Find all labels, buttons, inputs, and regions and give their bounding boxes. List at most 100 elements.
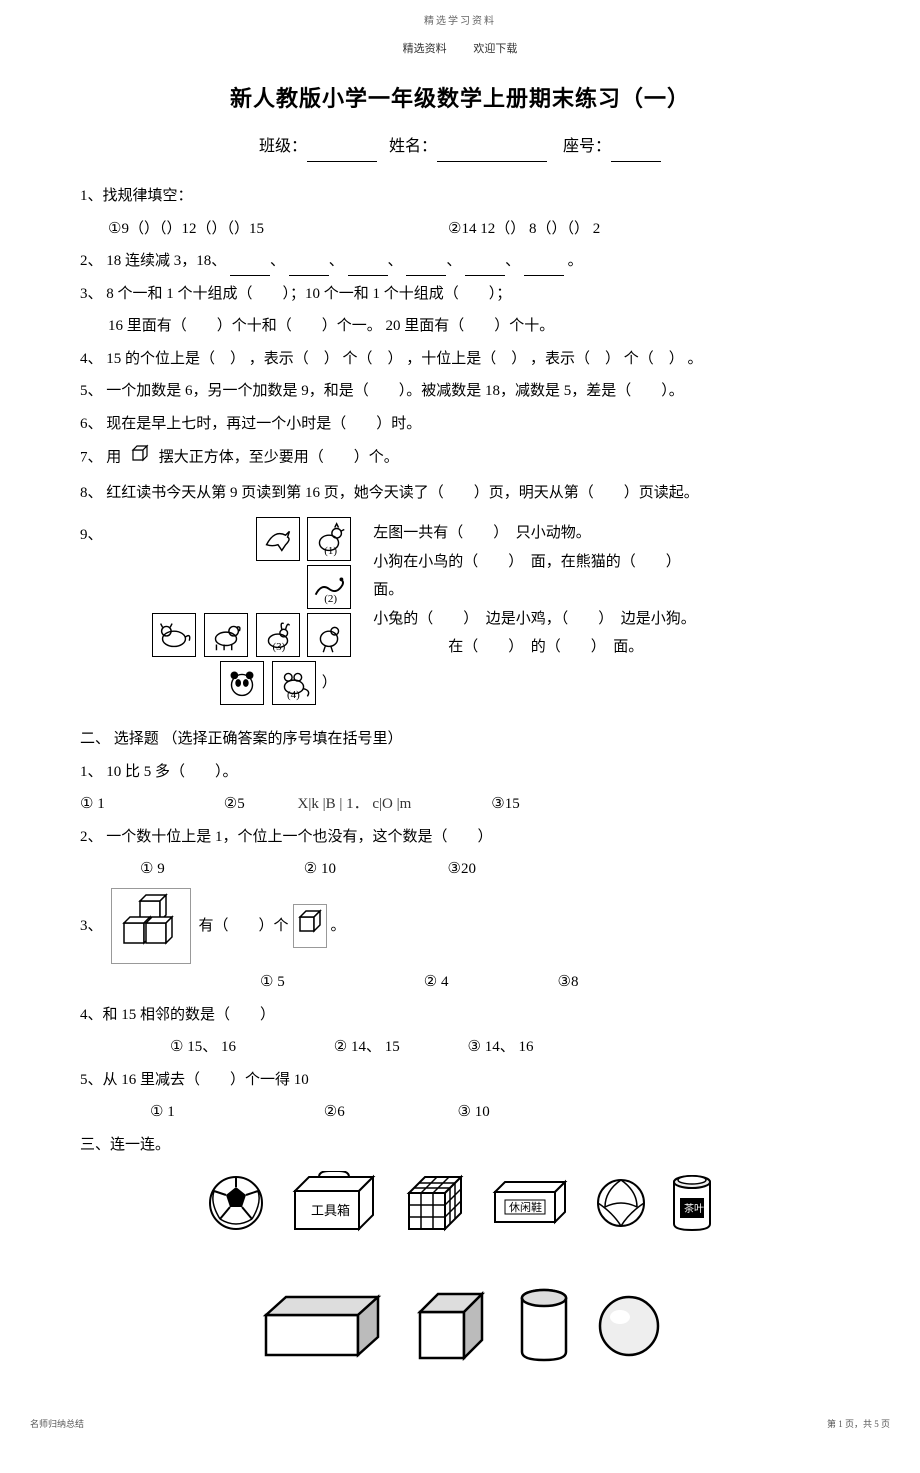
q7: 7、 用 摆大正方体，至少要用（ ）个。	[80, 442, 840, 475]
q9-text-block: 左图一共有（ ） 只小动物。 小狗在小鸟的（ ） 面，在熊猫的（ ） 面。 小兔…	[373, 515, 840, 662]
cube-shape-icon	[412, 1286, 492, 1377]
q2-blank-6	[524, 261, 564, 276]
q9-label: 9、	[80, 515, 120, 550]
animal-cat-icon	[152, 613, 196, 657]
s2-q5-o3: ③ 10	[458, 1104, 490, 1120]
animal-rooster-icon: (1)	[307, 517, 351, 561]
q3b: 16 里面有（ ）个十和（ ）个一。 20 里面有（ ）个十。	[80, 312, 840, 341]
animal-bird-icon	[256, 517, 300, 561]
s2-q4-options: ① 15、 16 ② 14、 15 ③ 14、 16	[80, 1033, 840, 1062]
s2-q4: 4、和 15 相邻的数是（ ）	[80, 1001, 840, 1030]
s2-q1-options: ① 1 ②5 X|k |B | 1． c|O |m ③15	[80, 790, 840, 819]
s2-q5: 5、从 16 里减去（ ）个一得 10	[80, 1066, 840, 1095]
q3: 3、 8 个一和 1 个十组成（ ）；10 个一和 1 个十组成（ ）；	[80, 280, 840, 309]
animal-chick-icon	[307, 613, 351, 657]
animal-dog-icon	[204, 613, 248, 657]
q2: 2、 18 连续减 3，18、 、 、 、 、 、 。	[80, 247, 840, 276]
cubes-stack-icon	[111, 888, 191, 965]
student-info-row: 班级： 姓名： 座号：	[0, 132, 920, 162]
s2-q2-o2: ② 10	[304, 855, 444, 884]
s2-q3: 3、 有（ ）个	[80, 888, 840, 965]
q9-line-c: 小兔的（ ） 边是小鸡，（ ） 边是小狗。	[373, 605, 840, 634]
q7-text-a: 7、 用	[80, 450, 121, 466]
q2-blank-5	[465, 261, 505, 276]
q9-animal-grid: (1) (2) (	[150, 515, 353, 707]
animal-rabbit-icon: (3)	[256, 613, 300, 657]
q2-end: 。	[568, 253, 583, 269]
s2-q1-o3: ③15	[491, 796, 519, 812]
animal-snake-icon: (2)	[307, 565, 351, 609]
page-title: 新人教版小学一年级数学上册期末练习（一）	[0, 78, 920, 120]
animal-panda-icon	[220, 661, 264, 705]
q8: 8、 红红读书今天从第 9 页读到第 16 页，她今天读了（ ）页，明天从第（ …	[80, 479, 840, 508]
s2-q3-o1: ① 5	[260, 968, 420, 997]
sphere-shape-icon	[596, 1293, 662, 1370]
class-blank	[307, 146, 377, 162]
q6: 6、 现在是早上七时，再过一个小时是（ ）时。	[80, 410, 840, 439]
q2-blank-4	[406, 261, 446, 276]
animal-mouse-icon: (4)	[272, 661, 316, 705]
section2-title: 二、 选择题 （选择正确答案的序号填在括号里）	[80, 725, 840, 754]
q2-blank-2	[289, 261, 329, 276]
shoebox-icon: 休闲鞋	[491, 1178, 571, 1239]
s2-q1-watermark: X|k |B | 1． c|O |m	[298, 790, 488, 819]
q2-blank-3	[348, 261, 388, 276]
name-label: 姓名：	[389, 138, 437, 155]
s2-q1: 1、 10 比 5 多（ ）。	[80, 758, 840, 787]
s2-q4-o3: ③ 14、 16	[468, 1039, 534, 1055]
q9-line-b2: 面。	[373, 576, 840, 605]
content-area: 1、找规律填空： ①9（）（）12（）（）15 ②14 12（） 8（）（） 2…	[0, 182, 920, 1376]
page-footer: 名师归纳总结 第 1 页，共 5 页	[0, 1416, 920, 1433]
shapes-bottom-row	[80, 1286, 840, 1377]
page-header-sub: 精选资料 欢迎下载	[0, 39, 920, 60]
shapes-top-row: 工具箱	[80, 1171, 840, 1246]
s2-q4-o2: ② 14、 15	[334, 1033, 464, 1062]
q9-line-d: 在（ ） 的（ ） 面。	[373, 633, 840, 662]
q5: 5、 一个加数是 6，另一个加数是 9，和是（ ）。被减数是 18，减数是 5，…	[80, 377, 840, 406]
s2-q5-o2: ②6	[324, 1098, 454, 1127]
q7-text-b: 摆大正方体，至少要用（ ）个。	[159, 450, 399, 466]
section3-title: 三、连一连。	[80, 1131, 840, 1160]
rubiks-cube-icon	[403, 1171, 467, 1246]
s2-q1-o2: ②5	[224, 790, 294, 819]
header-right: 欢迎下载	[473, 43, 517, 55]
q1-title: 1、找规律填空：	[80, 182, 840, 211]
s2-q2-options: ① 9 ② 10 ③20	[80, 855, 840, 884]
s2-q3-o3: ③8	[558, 974, 579, 990]
q2-text: 2、 18 连续减 3，18、	[80, 253, 226, 269]
toolbox-label: 工具箱	[311, 1203, 350, 1218]
footer-right: 第 1 页，共 5 页	[827, 1416, 890, 1433]
s2-q3-text2: 。	[331, 912, 346, 941]
cylinder-shape-icon	[516, 1286, 572, 1377]
q1-option-b: ②14 12（） 8（）（） 2	[448, 215, 600, 244]
s2-q5-o1: ① 1	[150, 1098, 320, 1127]
s2-q2-o3: ③20	[448, 861, 476, 877]
q4: 4、 15 的个位上是（ ） ，表示（ ） 个（ ） ，十位上是（ ） ，表示（…	[80, 345, 840, 374]
q9-close-paren: ）	[322, 669, 337, 698]
single-cube-icon	[293, 904, 327, 949]
s2-q3-o2: ② 4	[424, 968, 554, 997]
soccer-ball-icon	[206, 1173, 266, 1244]
name-blank	[437, 146, 547, 162]
q1-options: ①9（）（）12（）（）15 ②14 12（） 8（）（） 2	[80, 215, 840, 244]
seat-label: 座号：	[563, 138, 611, 155]
s2-q4-o1: ① 15、 16	[170, 1033, 330, 1062]
tea-can-icon: 茶叶	[670, 1172, 714, 1245]
q9-line-b: 小狗在小鸟的（ ） 面，在熊猫的（ ）	[373, 548, 840, 577]
s2-q2-o1: ① 9	[140, 855, 300, 884]
small-cube-icon	[129, 442, 151, 475]
s2-q2: 2、 一个数十位上是 1，个位上一个也没有，这个数是（ ）	[80, 823, 840, 852]
seat-blank	[611, 146, 661, 162]
header-left: 精选资料	[403, 43, 447, 55]
s2-q3-options: ① 5 ② 4 ③8	[80, 968, 840, 997]
shoebox-label: 休闲鞋	[509, 1200, 542, 1214]
page-header-top: 精选学习资料	[0, 0, 920, 31]
s2-q3-text1: 有（ ）个	[199, 912, 289, 941]
s2-q5-options: ① 1 ②6 ③ 10	[80, 1098, 840, 1127]
s2-q3-label: 3、	[80, 912, 103, 941]
s2-q1-o1: ① 1	[80, 790, 220, 819]
tea-can-label: 茶叶	[684, 1202, 704, 1215]
footer-left: 名师归纳总结	[30, 1416, 84, 1433]
q2-blank-1	[230, 261, 270, 276]
q9-line-a: 左图一共有（ ） 只小动物。	[373, 519, 840, 548]
